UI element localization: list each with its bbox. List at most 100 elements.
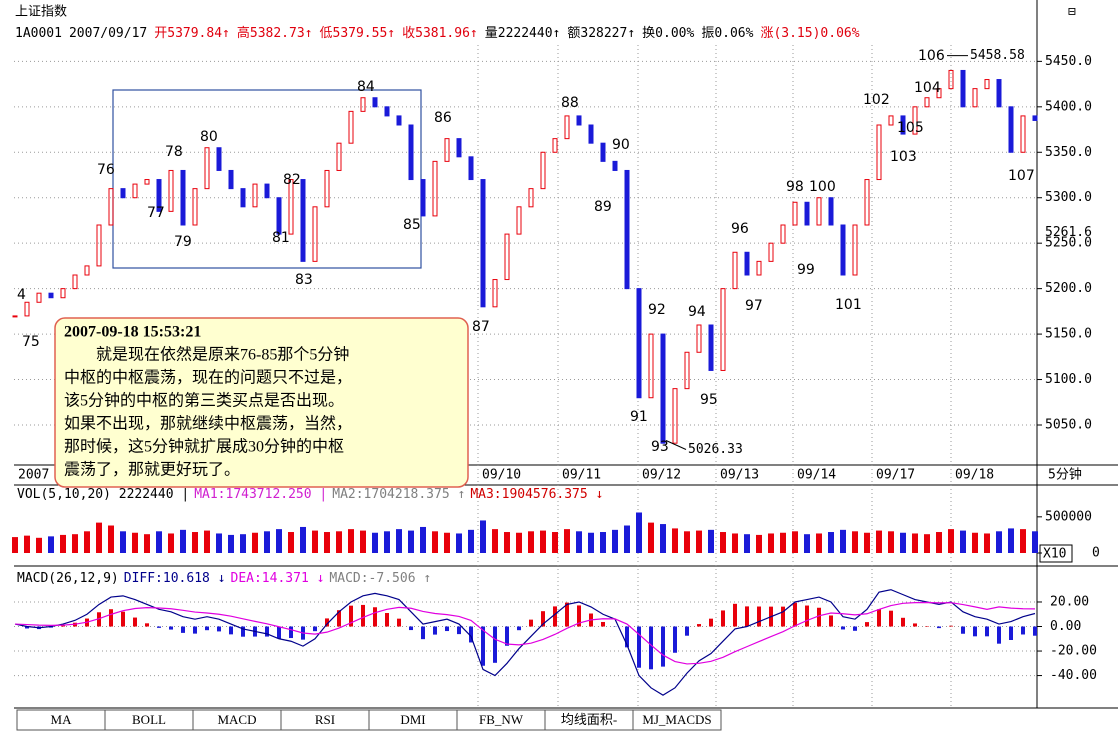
volume-bar <box>504 532 510 553</box>
y-tick-label: 5200.0 <box>1045 281 1092 296</box>
tab-label[interactable]: MACD <box>217 712 256 727</box>
candle <box>396 115 402 126</box>
note-line: 震荡了，那就更好玩了。 <box>64 461 240 479</box>
tab-label[interactable]: MA <box>51 712 73 727</box>
volume-bar <box>228 534 234 553</box>
macd-bar <box>793 602 797 627</box>
tab[interactable]: MJ_MACDS <box>632 709 722 731</box>
volume-bar <box>732 533 738 553</box>
macd-bar <box>25 626 29 629</box>
tab[interactable]: RSI <box>280 709 370 731</box>
volume-bar <box>792 531 798 553</box>
quote-item: 2007/09/17 <box>69 26 147 41</box>
tab-label[interactable]: RSI <box>315 712 335 727</box>
note-line: 该5分钟的中枢的第三类买点是否出现。 <box>64 392 344 410</box>
candle <box>444 138 450 162</box>
macd-bar <box>97 612 101 627</box>
candle <box>132 183 138 199</box>
tab[interactable]: 均线面积- <box>544 709 634 731</box>
x-tick-label: 2007 <box>18 468 49 483</box>
volume-bar <box>768 533 774 553</box>
note-time: 2007-09-18 15:53:21 <box>64 324 201 341</box>
x-tick-label: 09/10 <box>482 468 521 483</box>
candle <box>348 110 354 144</box>
tab-label[interactable]: MJ_MACDS <box>642 712 711 727</box>
window-button[interactable]: ⊟ <box>1068 5 1076 20</box>
tab[interactable]: MA <box>16 709 106 731</box>
wave-label: 105 <box>897 120 924 136</box>
indicator-value: MACD:-7.506 ↑ <box>329 571 431 586</box>
tab[interactable]: MACD <box>192 709 282 731</box>
candle <box>672 388 678 444</box>
candle <box>252 183 258 208</box>
macd-bar <box>529 619 533 627</box>
candle <box>120 188 126 199</box>
tab-label[interactable]: BOLL <box>132 712 166 727</box>
volume-bar <box>360 530 366 553</box>
candle <box>564 115 570 140</box>
volume-bar <box>696 530 702 553</box>
macd-bar <box>1009 626 1013 640</box>
x-tick-label: 09/18 <box>955 468 994 483</box>
wave-label: 101 <box>835 297 862 313</box>
macd-bar <box>673 626 677 653</box>
tab-label[interactable]: 均线面积- <box>561 712 617 727</box>
candle <box>1008 106 1014 153</box>
macd-bar <box>733 603 737 627</box>
volume-bar <box>852 531 858 553</box>
volume-bar <box>672 528 678 553</box>
candle <box>456 138 462 158</box>
tab-label[interactable]: DMI <box>400 712 425 727</box>
indicator-title: VOL(5,10,20) 2222440 | MA1:1743712.250 | M… <box>17 487 603 502</box>
wave-label: 78 <box>165 144 183 160</box>
y-tick-label: 5300.0 <box>1045 190 1092 205</box>
y-tick-label: 5450.0 <box>1045 54 1092 69</box>
candle <box>960 69 966 108</box>
y-tick-label: 5250.0 <box>1045 236 1092 251</box>
macd-bar <box>889 610 893 627</box>
x-tick-label: 09/13 <box>720 468 759 483</box>
y-tick-label: 0 <box>1092 546 1100 561</box>
tab[interactable]: DMI <box>368 709 458 731</box>
wave-label: 87 <box>472 319 490 335</box>
volume-bar <box>1008 528 1014 553</box>
macd-bar <box>517 626 521 631</box>
candle <box>24 301 30 317</box>
candle <box>660 333 666 444</box>
wave-label: 77 <box>147 205 165 221</box>
volume-bar <box>96 522 102 553</box>
indicator-value: MA2:1704218.375 ↑ <box>332 487 465 502</box>
wave-label: 89 <box>594 199 612 215</box>
candle <box>996 79 1002 108</box>
candle <box>768 242 774 262</box>
wave-label: 94 <box>688 304 706 320</box>
macd-line <box>14 601 1036 665</box>
macd-bar <box>409 626 413 631</box>
macd-bar <box>901 617 905 627</box>
macd-bar <box>625 626 629 648</box>
volume-bar <box>660 524 666 553</box>
tab-label[interactable]: FB_NW <box>479 712 524 727</box>
candle <box>528 188 534 208</box>
volume-bar <box>336 531 342 553</box>
volume-bar <box>288 532 294 553</box>
wave-label: 84 <box>357 79 375 95</box>
tab[interactable]: BOLL <box>104 709 194 731</box>
y-tick-label: 0.00 <box>1050 619 1081 634</box>
period-label: 5分钟 <box>1048 467 1082 483</box>
macd-bar <box>145 623 149 627</box>
high-label: 5458.58 <box>970 48 1025 63</box>
macd-bar <box>109 609 113 627</box>
y-tick-label: 5400.0 <box>1045 99 1092 114</box>
tab[interactable]: FB_NW <box>456 709 546 731</box>
volume-bar <box>408 530 414 553</box>
candle <box>60 288 66 299</box>
candle <box>696 324 702 353</box>
y-tick-label: 5150.0 <box>1045 327 1092 342</box>
candle <box>708 324 714 371</box>
wave-label: 81 <box>272 230 290 246</box>
volume-bar <box>348 529 354 553</box>
cursor-price: 5261.6 <box>1045 225 1092 240</box>
wave-label: 90 <box>612 137 630 153</box>
quote-item: 高5382.73↑ <box>237 25 313 41</box>
